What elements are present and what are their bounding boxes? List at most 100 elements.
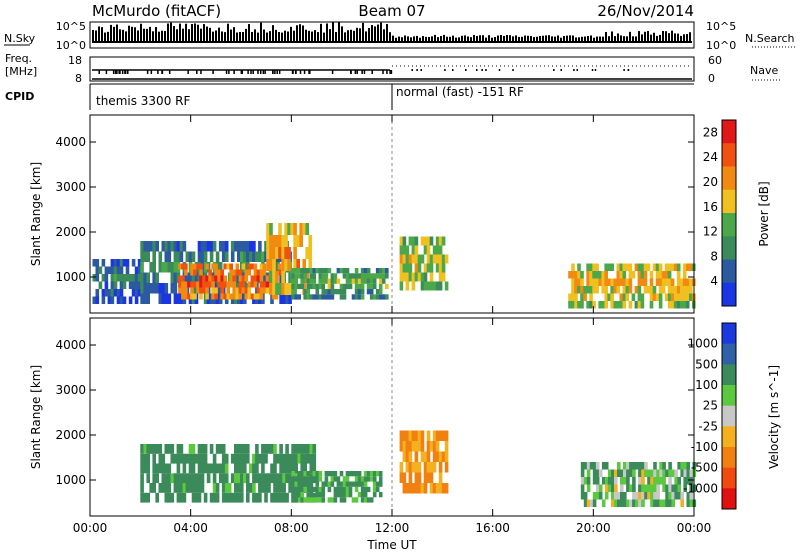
heatmap-cell bbox=[95, 266, 100, 274]
heatmap-cell bbox=[255, 453, 259, 464]
heatmap-cell bbox=[658, 263, 663, 271]
cpid-panel: CPID themis 3300 RF normal (fast) -151 R… bbox=[5, 83, 694, 110]
heatmap-cell bbox=[682, 286, 687, 294]
heatmap-cell bbox=[199, 263, 203, 270]
heatmap-cell bbox=[306, 268, 310, 274]
heatmap-cell bbox=[339, 283, 344, 290]
heatmap-cell bbox=[278, 223, 282, 235]
heatmap-cell bbox=[574, 301, 578, 309]
heatmap-cell bbox=[191, 251, 196, 262]
heatmap-cell bbox=[146, 444, 150, 454]
heatmap-cell bbox=[259, 275, 264, 282]
colorbar-tick-label: 28 bbox=[703, 125, 718, 139]
heatmap-cell bbox=[321, 294, 326, 300]
heatmap-cell bbox=[682, 271, 687, 279]
nsky-bar bbox=[170, 22, 172, 42]
heatmap-cell bbox=[303, 453, 307, 464]
nsky-bar bbox=[242, 31, 244, 42]
nsky-bar bbox=[152, 31, 154, 42]
heatmap-cell bbox=[644, 484, 648, 492]
heatmap-cell bbox=[125, 266, 130, 274]
heatmap-cell bbox=[279, 492, 283, 503]
heatmap-cell bbox=[212, 453, 217, 464]
heatmap-cell bbox=[149, 444, 153, 454]
heatmap-cell bbox=[680, 499, 684, 507]
nave-dot bbox=[560, 69, 562, 71]
nsky-bar bbox=[236, 32, 238, 42]
nsky-bar bbox=[614, 36, 616, 42]
heatmap-cell bbox=[653, 492, 657, 500]
heatmap-cell bbox=[176, 444, 181, 454]
heatmap-cell bbox=[300, 278, 304, 284]
heatmap-cell bbox=[405, 254, 410, 264]
heatmap-cell bbox=[309, 444, 314, 454]
heatmap-cell bbox=[200, 483, 205, 493]
freq-dot bbox=[168, 70, 171, 74]
nsky-bar bbox=[122, 29, 124, 42]
heatmap-cell bbox=[378, 289, 383, 295]
heatmap-cell bbox=[146, 492, 150, 503]
nsky-bar bbox=[572, 35, 574, 42]
heatmap-cell bbox=[167, 483, 172, 493]
nave-dot bbox=[576, 69, 578, 71]
heatmap-cell bbox=[190, 269, 194, 276]
heatmap-cell bbox=[265, 287, 270, 294]
colorbar-swatch bbox=[722, 213, 736, 237]
heatmap-cell bbox=[441, 236, 446, 246]
y-tick-label: 1000 bbox=[55, 473, 86, 487]
heatmap-cell bbox=[224, 463, 229, 474]
heatmap-cell bbox=[635, 462, 639, 470]
nsky-bar bbox=[440, 36, 442, 42]
heatmap-cell bbox=[327, 268, 332, 274]
heatmap-cell bbox=[318, 283, 323, 290]
nsky-bar bbox=[248, 24, 250, 42]
heatmap-cell bbox=[101, 259, 106, 267]
freq-panel: Freq. [MHz] 18 8 60 0 Nave bbox=[5, 52, 780, 85]
heatmap-cell bbox=[632, 462, 636, 470]
heatmap-cell bbox=[218, 262, 223, 273]
heatmap-cell bbox=[308, 247, 312, 259]
heatmap-cell bbox=[173, 262, 178, 273]
freq-dot bbox=[240, 70, 243, 74]
heatmap-cell bbox=[315, 481, 320, 487]
heatmap-cell bbox=[266, 259, 270, 271]
heatmap-cell bbox=[438, 281, 443, 291]
heatmap-cell bbox=[661, 271, 666, 279]
heatmap-cell bbox=[638, 469, 642, 477]
colorbar-tick-label: 4 bbox=[710, 274, 718, 288]
heatmap-cell bbox=[635, 492, 639, 500]
heatmap-cell bbox=[366, 273, 371, 279]
nsky-bar bbox=[149, 26, 151, 42]
heatmap-cell bbox=[366, 289, 371, 295]
heatmap-cell bbox=[426, 263, 431, 273]
colorbar-swatch bbox=[722, 189, 736, 214]
heatmap-cell bbox=[381, 273, 386, 279]
heatmap-cell bbox=[348, 273, 353, 279]
heatmap-cell bbox=[348, 486, 353, 493]
heatmap-cell bbox=[659, 477, 663, 485]
nsky-bar bbox=[293, 30, 295, 42]
heatmap-cell bbox=[677, 492, 681, 500]
heatmap-cell bbox=[643, 278, 648, 286]
freq-dot bbox=[241, 70, 244, 74]
heatmap-cell bbox=[366, 471, 371, 477]
nsky-bar bbox=[320, 23, 322, 42]
heatmap-cell bbox=[308, 259, 312, 271]
heatmap-cell bbox=[291, 463, 295, 474]
nsky-bar bbox=[245, 28, 247, 42]
heatmap-cell bbox=[303, 463, 307, 474]
heatmap-cell bbox=[143, 453, 147, 464]
heatmap-cell bbox=[623, 469, 627, 477]
heatmap-cell bbox=[267, 473, 271, 484]
heatmap-cell bbox=[170, 283, 175, 294]
heatmap-cell bbox=[402, 472, 407, 483]
heatmap-cell bbox=[255, 473, 259, 484]
heatmap-cell bbox=[243, 444, 247, 454]
heatmap-cell bbox=[685, 263, 690, 271]
heatmap-cell bbox=[170, 444, 175, 454]
heatmap-cell bbox=[146, 463, 150, 474]
heatmap-cell bbox=[686, 469, 691, 477]
nsky-bar bbox=[230, 29, 232, 42]
heatmap-cell bbox=[244, 269, 249, 276]
nsky-bar bbox=[581, 36, 583, 42]
